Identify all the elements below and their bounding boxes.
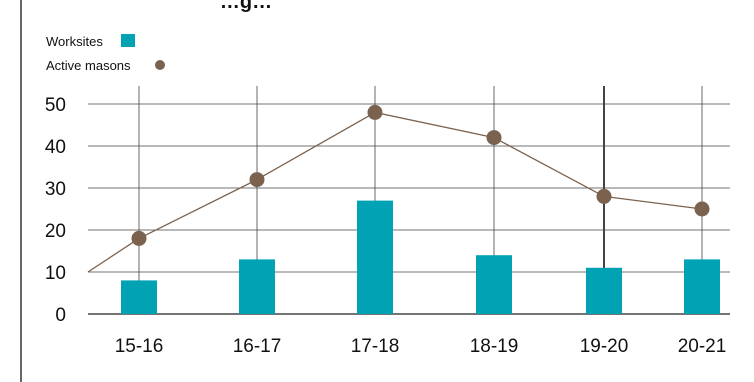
y-tick-label-10: 10 — [45, 263, 66, 284]
bar-worksites-20-21 — [684, 259, 720, 314]
point-active-masons-20-21 — [694, 201, 710, 217]
x-tick-label-16-17: 16-17 — [233, 336, 282, 357]
bar-worksites-17-18 — [357, 200, 393, 314]
legend-swatch-worksites — [121, 34, 135, 47]
x-axis-tick-labels: 15-16 16-17 17-18 18-19 19-20 20-21 — [115, 336, 727, 357]
x-tick-label-15-16: 15-16 — [115, 336, 164, 357]
point-active-masons-16-17 — [249, 172, 265, 188]
line-series-active-masons — [87, 104, 710, 273]
legend-marker-active-masons — [155, 60, 165, 70]
legend-label-active-masons: Active masons — [46, 58, 131, 73]
y-tick-label-0: 0 — [55, 305, 66, 326]
x-tick-label-18-19: 18-19 — [470, 336, 519, 357]
y-tick-label-20: 20 — [45, 221, 66, 242]
x-tick-label-20-21: 20-21 — [678, 336, 727, 357]
bar-worksites-19-20 — [586, 267, 622, 314]
point-active-masons-18-19 — [486, 130, 502, 146]
x-tick-label-19-20: 19-20 — [580, 336, 629, 357]
y-tick-label-30: 30 — [45, 179, 66, 200]
y-tick-label-40: 40 — [45, 137, 66, 158]
point-active-masons-17-18 — [367, 104, 383, 120]
legend: Worksites Active masons — [46, 34, 165, 73]
point-active-masons-19-20 — [596, 188, 612, 204]
legend-label-worksites: Worksites — [46, 34, 103, 49]
point-active-masons-15-16 — [131, 230, 147, 246]
bar-series-worksites — [121, 200, 720, 314]
y-tick-label-50: 50 — [45, 95, 66, 116]
bar-worksites-18-19 — [476, 255, 512, 314]
bar-worksites-16-17 — [239, 259, 275, 314]
y-axis-tick-labels: 0 10 20 30 40 50 — [45, 95, 66, 326]
bar-worksites-15-16 — [121, 280, 157, 314]
x-tick-label-17-18: 17-18 — [351, 336, 400, 357]
chart-title: …g… — [220, 0, 272, 13]
